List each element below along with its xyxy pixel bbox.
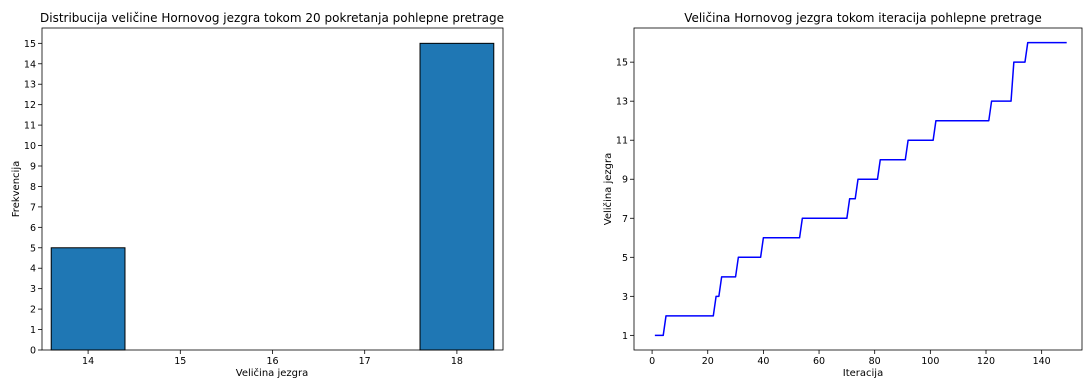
y-tick-label: 15 [24, 39, 36, 50]
y-axis-label: Frekvencija [11, 161, 22, 217]
bar [419, 42, 495, 351]
y-tick-label: 1 [622, 331, 628, 342]
x-tick-label: 15 [174, 356, 186, 367]
y-tick-label: 11 [616, 136, 628, 147]
x-tick-label: 20 [702, 356, 714, 367]
x-tick-label: 14 [82, 356, 94, 367]
x-tick-label: 0 [649, 356, 655, 367]
series-line [654, 41, 1067, 337]
y-tick-label: 13 [616, 97, 628, 108]
x-tick-label: 16 [266, 356, 278, 367]
y-tick-label: 3 [30, 284, 36, 295]
chart-title: Veličina Hornovog jezgra tokom iteracija… [684, 11, 1042, 25]
x-tick-label: 60 [813, 356, 825, 367]
y-tick-label: 12 [24, 100, 36, 111]
x-tick-label: 18 [451, 356, 463, 367]
y-tick-label: 11 [24, 121, 36, 132]
x-tick-label: 80 [869, 356, 881, 367]
y-tick-label: 9 [622, 175, 628, 186]
y-tick-label: 2 [30, 305, 36, 316]
x-tick-label: 140 [1033, 356, 1051, 367]
y-tick-label: 0 [30, 346, 36, 357]
y-tick-label: 14 [24, 59, 36, 70]
y-tick-label: 3 [622, 292, 628, 303]
y-tick-label: 6 [30, 223, 36, 234]
chart-title: Distribucija veličine Hornovog jezgra to… [40, 11, 504, 25]
y-tick-label: 13 [24, 80, 36, 91]
x-tick-label: 100 [921, 356, 939, 367]
y-tick-label: 8 [30, 182, 36, 193]
y-axis-label: Veličina jezgra [602, 153, 614, 225]
y-tick-label: 5 [30, 243, 36, 254]
y-tick-label: 4 [30, 264, 36, 275]
bar-chart: Distribucija veličine Hornovog jezgra to… [11, 11, 504, 378]
y-tick-label: 1 [30, 325, 36, 336]
y-tick-label: 7 [30, 202, 36, 213]
x-axis-label: Veličina jezgra [236, 367, 308, 378]
plot-area [633, 27, 1083, 351]
y-tick-label: 15 [616, 58, 628, 69]
y-tick-label: 10 [24, 141, 36, 152]
x-tick-label: 40 [757, 356, 769, 367]
y-tick-label: 5 [622, 253, 628, 264]
x-axis-label: Iteracija [843, 368, 883, 378]
bar [50, 247, 126, 351]
line-chart: Veličina Hornovog jezgra tokom iteracija… [602, 11, 1083, 378]
x-tick-label: 17 [359, 356, 371, 367]
y-tick-label: 9 [30, 162, 36, 173]
y-tick-label: 7 [622, 214, 628, 225]
x-tick-label: 120 [977, 356, 995, 367]
